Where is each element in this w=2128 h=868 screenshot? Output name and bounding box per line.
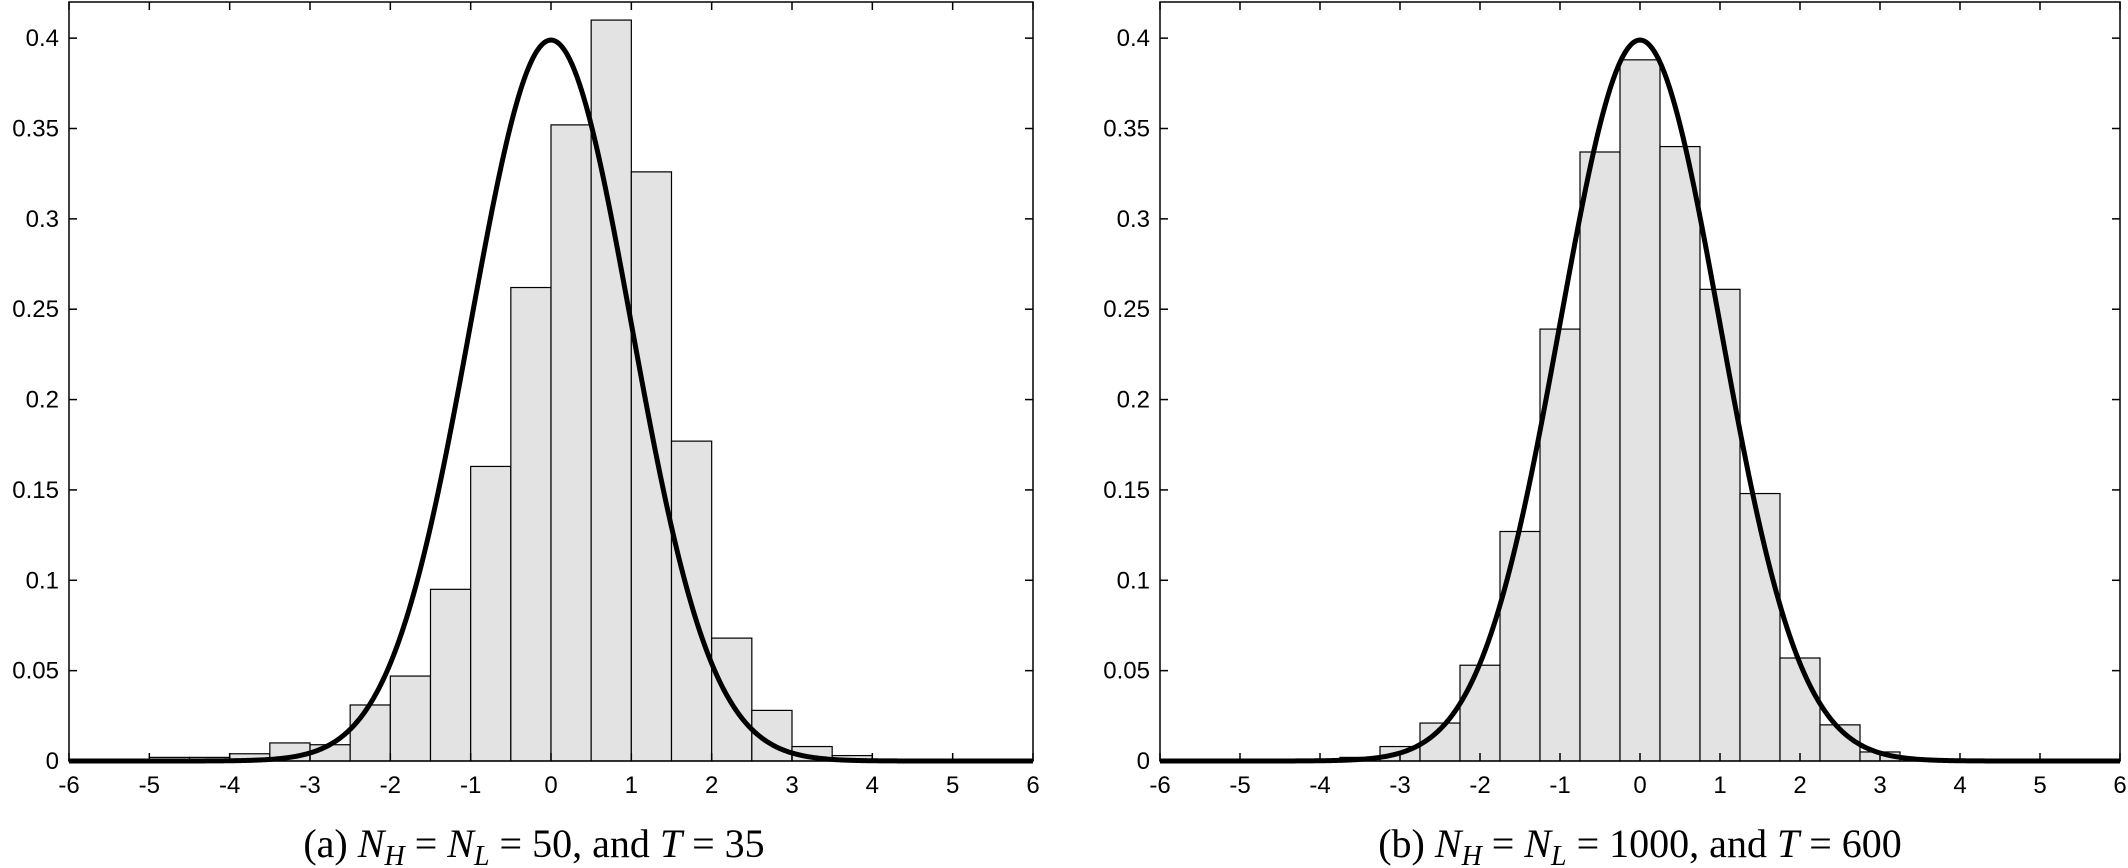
- y-tick-label: 0.25: [12, 296, 59, 323]
- caption-a: (a) NH = NL = 50, and T = 35: [303, 821, 764, 868]
- x-tick-label: 5: [2033, 772, 2046, 799]
- histogram-bar: [470, 465, 512, 762]
- histogram-bar: [349, 704, 391, 762]
- histogram-bar: [1459, 664, 1501, 762]
- panel-a: -6 -5 -4 -3 -2 -1 0 1 2 3 4 5 6 0 0.05 0.1 0.15 0.2 0.25 0.…: [12, 1, 1040, 799]
- y-tick-label: 0.3: [26, 206, 59, 233]
- x-tick-label: -2: [380, 772, 401, 799]
- y-tick-label: 0: [1137, 748, 1150, 775]
- x-tick-label: -5: [1229, 772, 1250, 799]
- histogram-bar: [550, 124, 592, 762]
- x-tick-label: 1: [1713, 772, 1726, 799]
- x-tick-label: -5: [139, 772, 160, 799]
- x-tick-label: -6: [58, 772, 79, 799]
- y-tick-label: 0.1: [26, 567, 59, 594]
- y-tick-label: 0.4: [26, 25, 59, 52]
- histogram-bar: [1619, 59, 1661, 762]
- histogram-bar: [1579, 151, 1621, 762]
- histogram-bar: [630, 171, 673, 762]
- y-tick-label: 0.15: [1103, 477, 1150, 504]
- x-tick-label: 3: [785, 772, 798, 799]
- histogram-bar: [1779, 657, 1821, 762]
- y-tick-label: 0.4: [1117, 25, 1150, 52]
- panel-b: -6 -5 -4 -3 -2 -1 0 1 2 3 4 5 6 0 0.05 0.1 0.15 0.2 0.25 0.…: [1103, 1, 2127, 799]
- y-tick-label: 0.3: [1117, 206, 1150, 233]
- histogram-bar: [1499, 530, 1541, 762]
- x-tick-label: 0: [544, 772, 557, 799]
- y-tick-label: 0: [46, 748, 59, 775]
- histogram-bar: [429, 588, 472, 762]
- x-tick-label: 5: [946, 772, 959, 799]
- histogram-bar: [590, 19, 632, 762]
- y-tick-label: 0.15: [12, 477, 59, 504]
- x-tick-label: 3: [1873, 772, 1886, 799]
- y-tick-label: 0.1: [1117, 567, 1150, 594]
- x-tick-label: 0: [1633, 772, 1646, 799]
- histogram-bar: [510, 286, 552, 762]
- y-tick-label: 0.05: [12, 658, 59, 685]
- histogram-bar: [1739, 492, 1781, 762]
- histogram-bar: [1699, 288, 1741, 762]
- x-tick-label: -1: [1549, 772, 1570, 799]
- y-tick-label: 0.25: [1103, 296, 1150, 323]
- histogram-bar: [389, 675, 432, 762]
- x-tick-label: -1: [460, 772, 481, 799]
- y-tick-label: 0.35: [12, 116, 59, 143]
- x-tick-label: 4: [866, 772, 879, 799]
- y-tick-label: 0.2: [26, 387, 59, 414]
- x-tick-label: -6: [1149, 772, 1170, 799]
- x-tick-label: 4: [1953, 772, 1966, 799]
- x-tick-label: 1: [625, 772, 638, 799]
- y-tick-label: 0.35: [1103, 116, 1150, 143]
- caption-b: (b) NH = NL = 1000, and T = 600: [1378, 821, 1902, 868]
- x-tick-label: -3: [1389, 772, 1410, 799]
- x-tick-label: 6: [1026, 772, 1039, 799]
- y-tick-label: 0.2: [1117, 387, 1150, 414]
- x-tick-label: 2: [1793, 772, 1806, 799]
- x-tick-label: -3: [299, 772, 320, 799]
- histogram-bar: [1659, 145, 1701, 762]
- x-tick-label: 6: [2113, 772, 2126, 799]
- x-tick-label: -2: [1469, 772, 1490, 799]
- x-tick-label: 2: [705, 772, 718, 799]
- y-tick-label: 0.05: [1103, 658, 1150, 685]
- x-tick-label: -4: [1309, 772, 1330, 799]
- x-tick-label: -4: [219, 772, 240, 799]
